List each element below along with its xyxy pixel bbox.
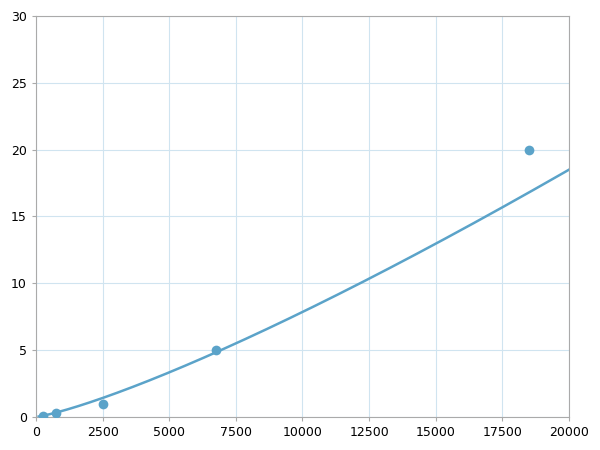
Point <box>51 409 61 416</box>
Point <box>98 400 107 407</box>
Point <box>38 412 47 419</box>
Point <box>211 346 221 354</box>
Point <box>524 146 534 153</box>
